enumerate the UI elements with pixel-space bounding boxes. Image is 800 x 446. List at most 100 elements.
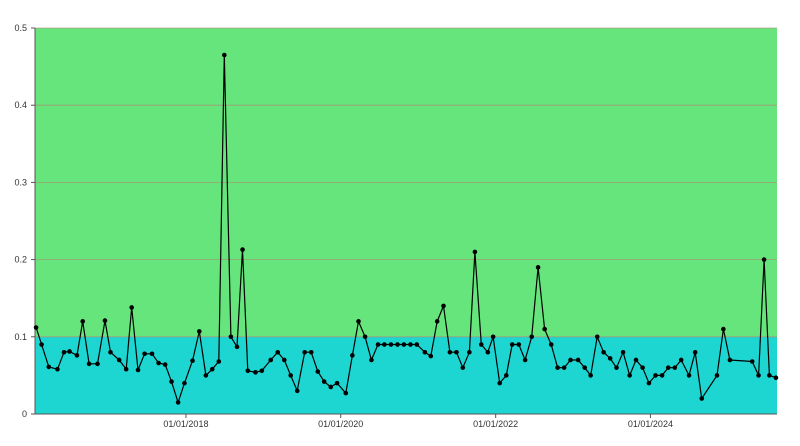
- data-point: [542, 326, 547, 332]
- data-point: [382, 342, 387, 347]
- data-point: [102, 318, 108, 323]
- data-point: [216, 359, 222, 364]
- data-point: [253, 370, 258, 375]
- data-point: [33, 325, 39, 330]
- data-point: [561, 365, 567, 370]
- data-point: [46, 364, 52, 370]
- data-point: [234, 344, 240, 350]
- data-point: [116, 357, 122, 363]
- data-point: [497, 380, 503, 386]
- data-point: [240, 247, 245, 252]
- data-point: [699, 396, 705, 401]
- data-point: [175, 400, 181, 405]
- data-point: [334, 380, 340, 386]
- gridlines: [35, 27, 777, 338]
- data-point: [478, 342, 484, 347]
- data-point: [61, 349, 67, 355]
- data-point: [308, 349, 314, 355]
- data-point: [490, 334, 496, 340]
- data-point: [275, 349, 281, 355]
- data-point: [245, 368, 251, 374]
- y-tick-label: 0.2: [14, 255, 27, 265]
- y-tick-label: 0: [22, 409, 27, 419]
- data-point: [434, 319, 440, 324]
- data-point: [108, 349, 113, 355]
- data-point: [203, 373, 209, 378]
- data-point: [529, 334, 535, 340]
- data-point: [135, 367, 141, 373]
- data-point: [633, 357, 639, 363]
- data-point: [447, 349, 453, 355]
- data-point: [328, 384, 334, 390]
- data-point: [321, 379, 327, 384]
- data-point: [182, 380, 187, 386]
- y-tick-label: 0.5: [14, 23, 27, 33]
- data-point: [67, 349, 72, 354]
- y-tick-label: 0.1: [14, 332, 27, 342]
- data-point: [282, 357, 287, 363]
- data-point: [228, 334, 234, 340]
- data-point: [467, 349, 472, 355]
- y-tick-label: 0.4: [14, 100, 27, 110]
- data-point: [123, 366, 129, 372]
- data-point: [156, 360, 161, 366]
- data-point: [773, 375, 779, 381]
- data-point: [162, 362, 168, 367]
- data-point: [441, 303, 446, 309]
- data-point: [721, 326, 726, 332]
- data-point: [209, 366, 215, 372]
- data-point: [294, 388, 300, 394]
- data-point: [142, 351, 147, 357]
- x-tick-label: 01/01/2018: [163, 419, 208, 429]
- data-point: [503, 373, 509, 378]
- data-point: [454, 349, 459, 355]
- data-point: [620, 349, 626, 355]
- data-point: [408, 342, 413, 347]
- data-point: [614, 365, 619, 370]
- background-bands: [35, 28, 777, 414]
- data-point: [95, 361, 100, 367]
- data-point: [653, 373, 658, 378]
- data-point: [646, 380, 652, 386]
- data-point: [129, 305, 134, 310]
- data-point: [315, 369, 321, 374]
- data-point: [302, 349, 307, 355]
- data-point: [665, 365, 671, 370]
- data-point: [343, 390, 349, 396]
- data-point: [375, 342, 381, 347]
- data-point: [149, 351, 155, 357]
- data-point: [86, 361, 92, 367]
- data-point: [401, 342, 407, 347]
- data-point: [190, 358, 195, 364]
- y-axis-ticks: 0 0.1 0.2 0.3 0.4 0.5: [14, 23, 35, 419]
- data-point: [659, 373, 665, 378]
- data-point: [259, 368, 265, 374]
- data-point: [568, 357, 573, 363]
- y-tick-label: 0.3: [14, 177, 27, 187]
- data-point: [761, 257, 767, 262]
- data-point: [601, 349, 606, 355]
- data-point: [714, 373, 720, 378]
- data-point: [369, 357, 374, 363]
- data-point: [727, 357, 733, 363]
- data-point: [169, 379, 174, 384]
- series-group: [33, 52, 779, 405]
- data-point: [672, 365, 678, 370]
- data-point: [80, 319, 85, 324]
- data-point: [422, 349, 428, 355]
- data-point: [472, 249, 478, 255]
- data-point: [55, 366, 60, 372]
- data-point: [575, 357, 581, 363]
- data-point: [414, 342, 420, 347]
- axes: [34, 28, 777, 415]
- data-point: [395, 342, 400, 347]
- data-point: [522, 357, 528, 363]
- x-tick-label: 01/01/2022: [473, 419, 518, 429]
- data-point: [678, 357, 684, 363]
- data-point: [756, 373, 761, 378]
- data-point: [594, 334, 600, 340]
- data-point: [767, 373, 772, 378]
- data-point: [627, 373, 632, 378]
- data-point: [749, 359, 755, 364]
